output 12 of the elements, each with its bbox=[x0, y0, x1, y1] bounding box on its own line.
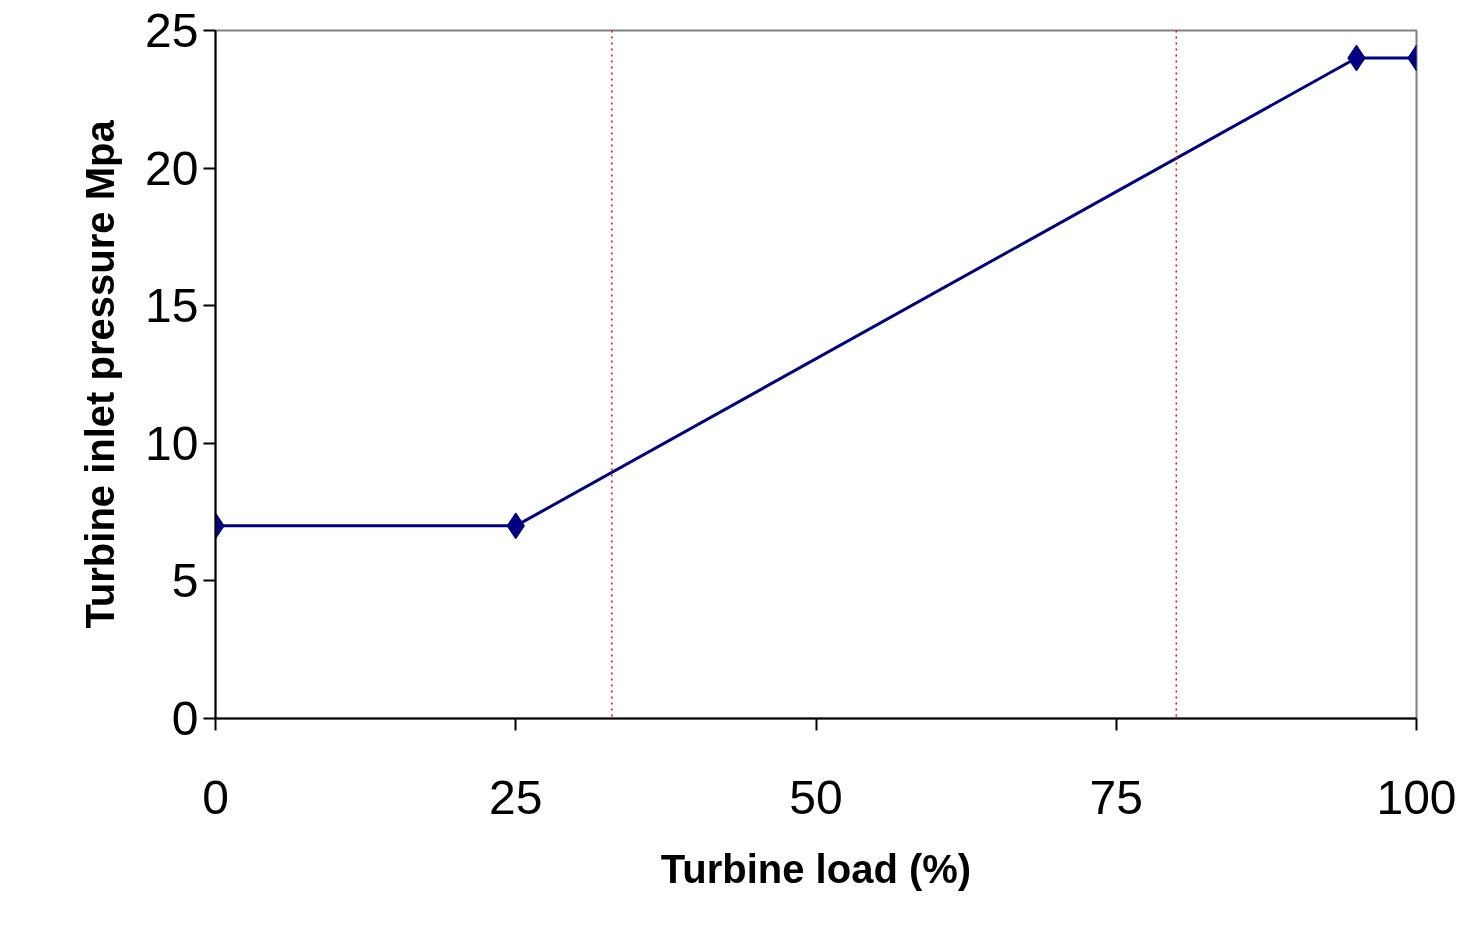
x-tick-label: 50 bbox=[789, 770, 843, 824]
y-axis-title: Turbine inlet pressure Mpa bbox=[78, 119, 123, 629]
y-tick-label: 10 bbox=[145, 416, 199, 470]
y-tick-label: 5 bbox=[171, 554, 199, 608]
y-tick-label: 20 bbox=[145, 141, 199, 195]
x-tick-label: 75 bbox=[1089, 770, 1143, 824]
y-tick-label: 25 bbox=[145, 4, 199, 57]
x-tick-label: 25 bbox=[489, 770, 543, 824]
y-tick-label: 0 bbox=[171, 692, 199, 745]
y-tick-label: 15 bbox=[145, 279, 199, 333]
x-tick-label: 100 bbox=[1376, 770, 1457, 824]
x-axis-title: Turbine load (%) bbox=[660, 846, 972, 891]
